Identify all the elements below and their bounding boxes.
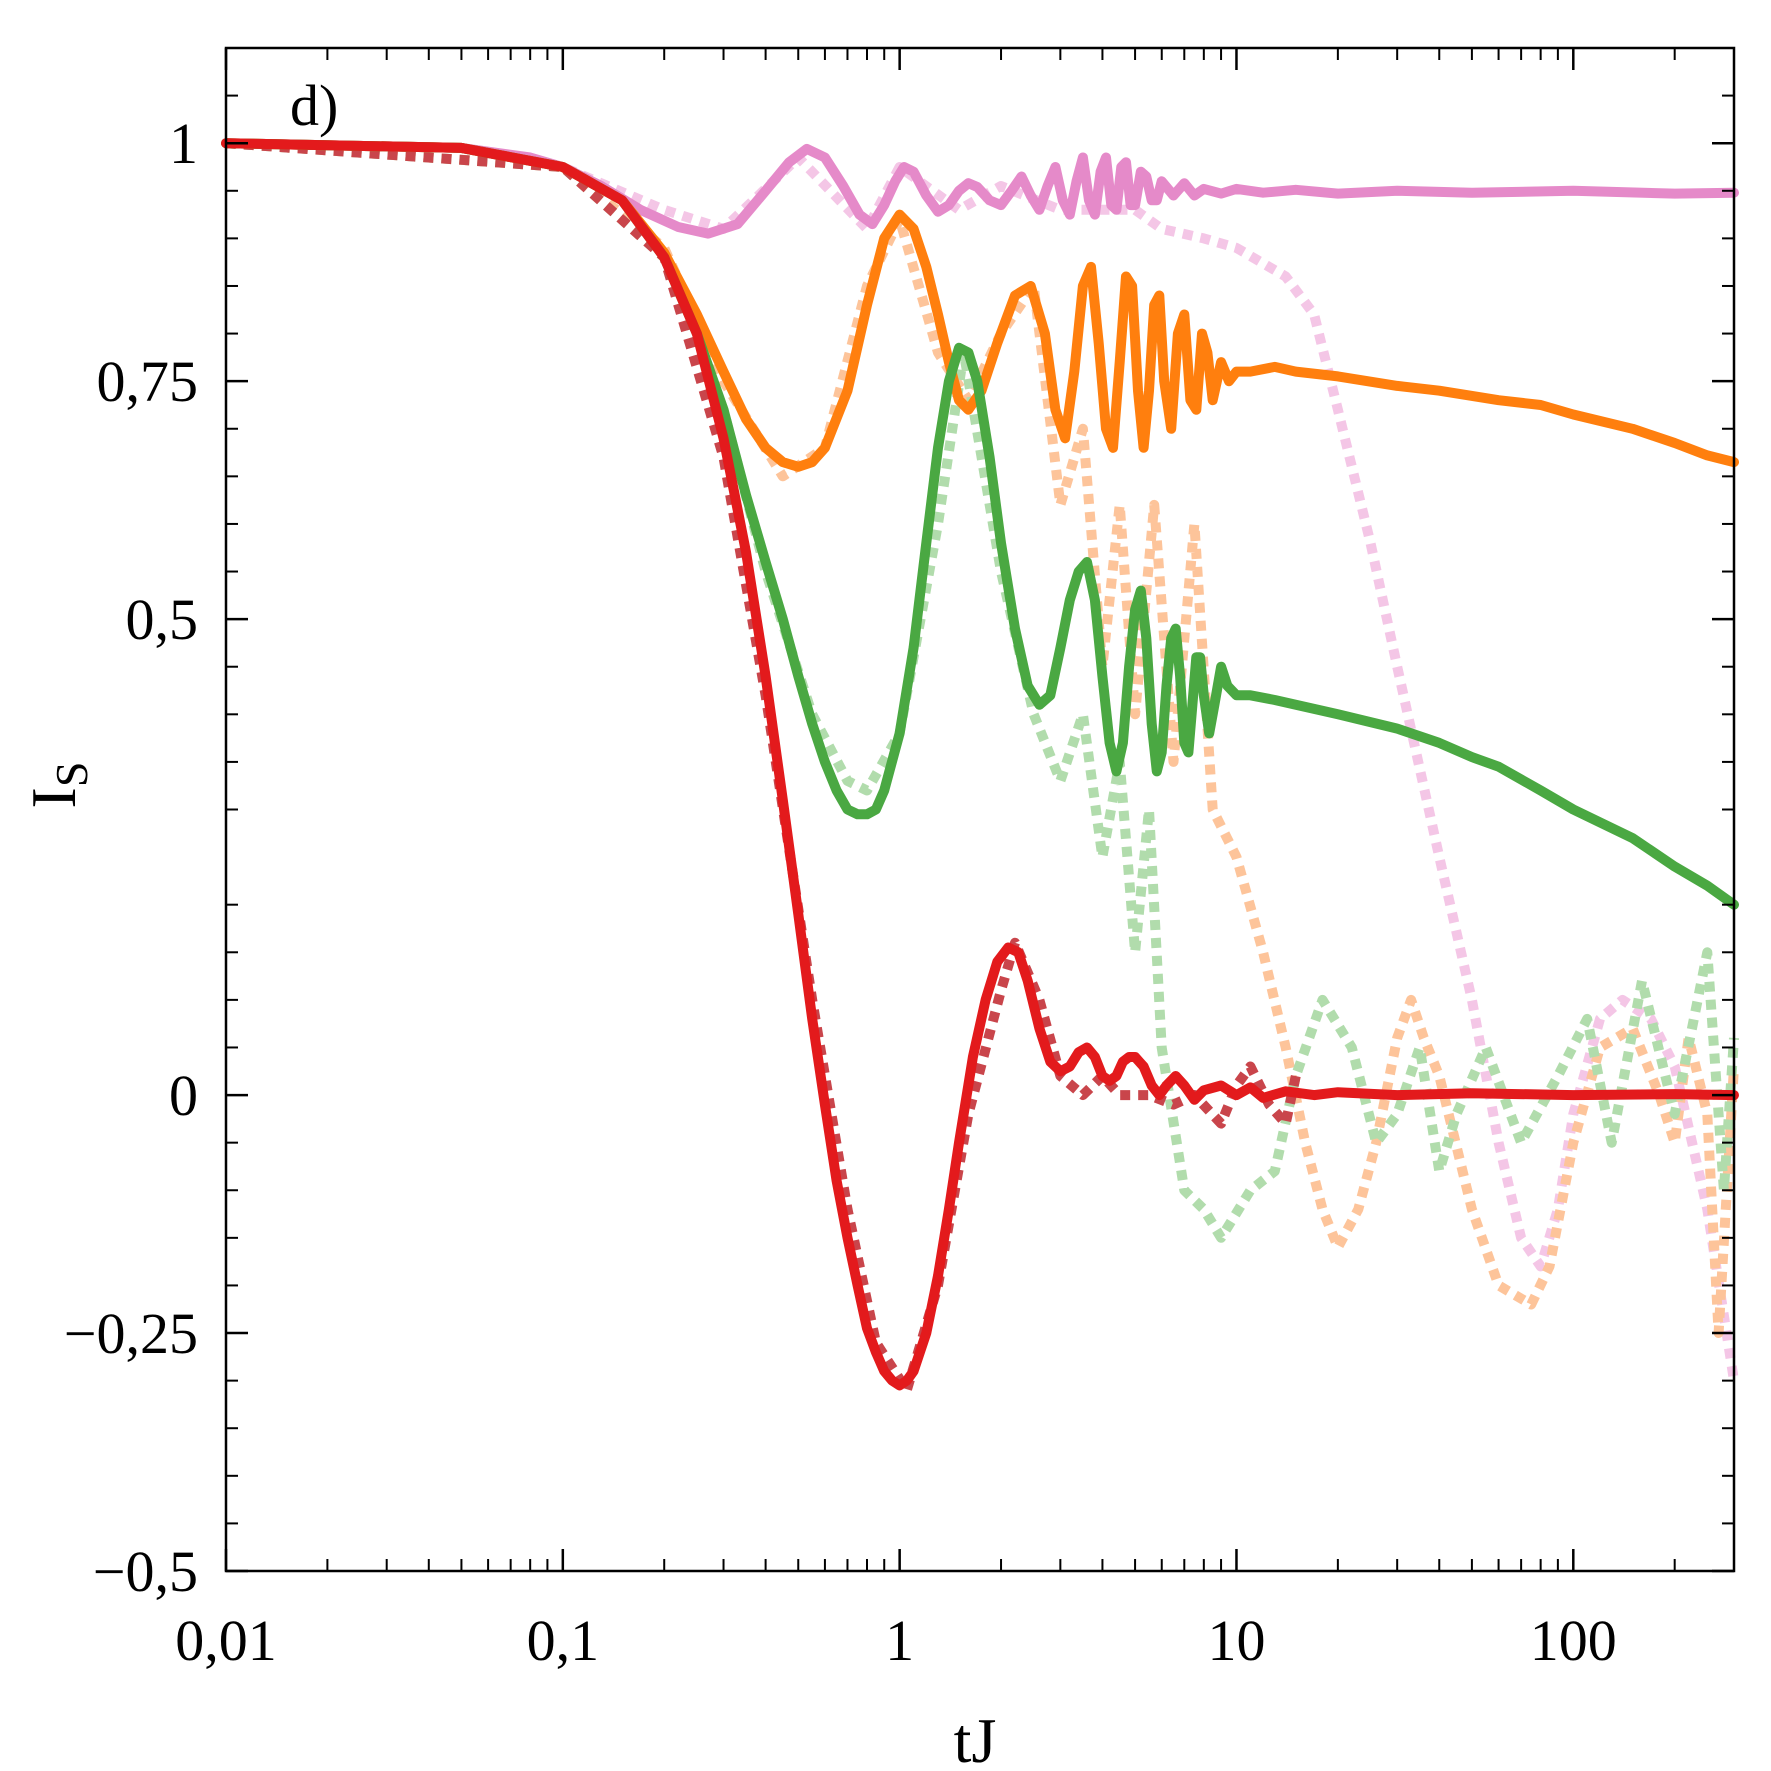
y-tick-label: 0,75 bbox=[97, 349, 199, 414]
y-tick-label: 0 bbox=[169, 1063, 198, 1128]
plot-frame bbox=[224, 46, 1736, 1573]
y-axis-title-main: I bbox=[18, 787, 89, 808]
panel-label: d) bbox=[290, 73, 338, 138]
solid-series-line-7 bbox=[221, 138, 1739, 1391]
y-axis-title: IS bbox=[18, 762, 97, 809]
x-tick-label: 100 bbox=[1530, 1608, 1617, 1673]
dotted-series-line-1 bbox=[225, 138, 1739, 1338]
y-tick-label: −0,25 bbox=[64, 1301, 198, 1366]
y-tick-label: −0,5 bbox=[93, 1539, 198, 1604]
y-axis-title-subscript: S bbox=[46, 762, 97, 788]
dotted-series-line-0 bbox=[225, 138, 1739, 1382]
x-axis-title: tJ bbox=[954, 1705, 997, 1771]
series-layer bbox=[221, 138, 1739, 1396]
x-tick-label: 1 bbox=[885, 1608, 914, 1673]
x-tick-label: 0,01 bbox=[175, 1608, 277, 1673]
solid-series-line-4 bbox=[221, 138, 1739, 239]
tick-layer: 0,01 0,1 1 10 100 1 0,75 0,5 0 −0,25 −0,5 bbox=[64, 48, 1734, 1673]
solid-series-line-6 bbox=[221, 138, 1739, 910]
x-tick-label: 10 bbox=[1207, 1608, 1265, 1673]
dotted-series-line-2 bbox=[225, 138, 1739, 1243]
minor-tick-layer bbox=[226, 48, 1735, 1571]
y-tick-label: 0,5 bbox=[126, 587, 199, 652]
y-tick-label: 1 bbox=[169, 111, 198, 176]
x-tick-label: 0,1 bbox=[527, 1608, 600, 1673]
solid-series-line-5 bbox=[221, 138, 1739, 472]
